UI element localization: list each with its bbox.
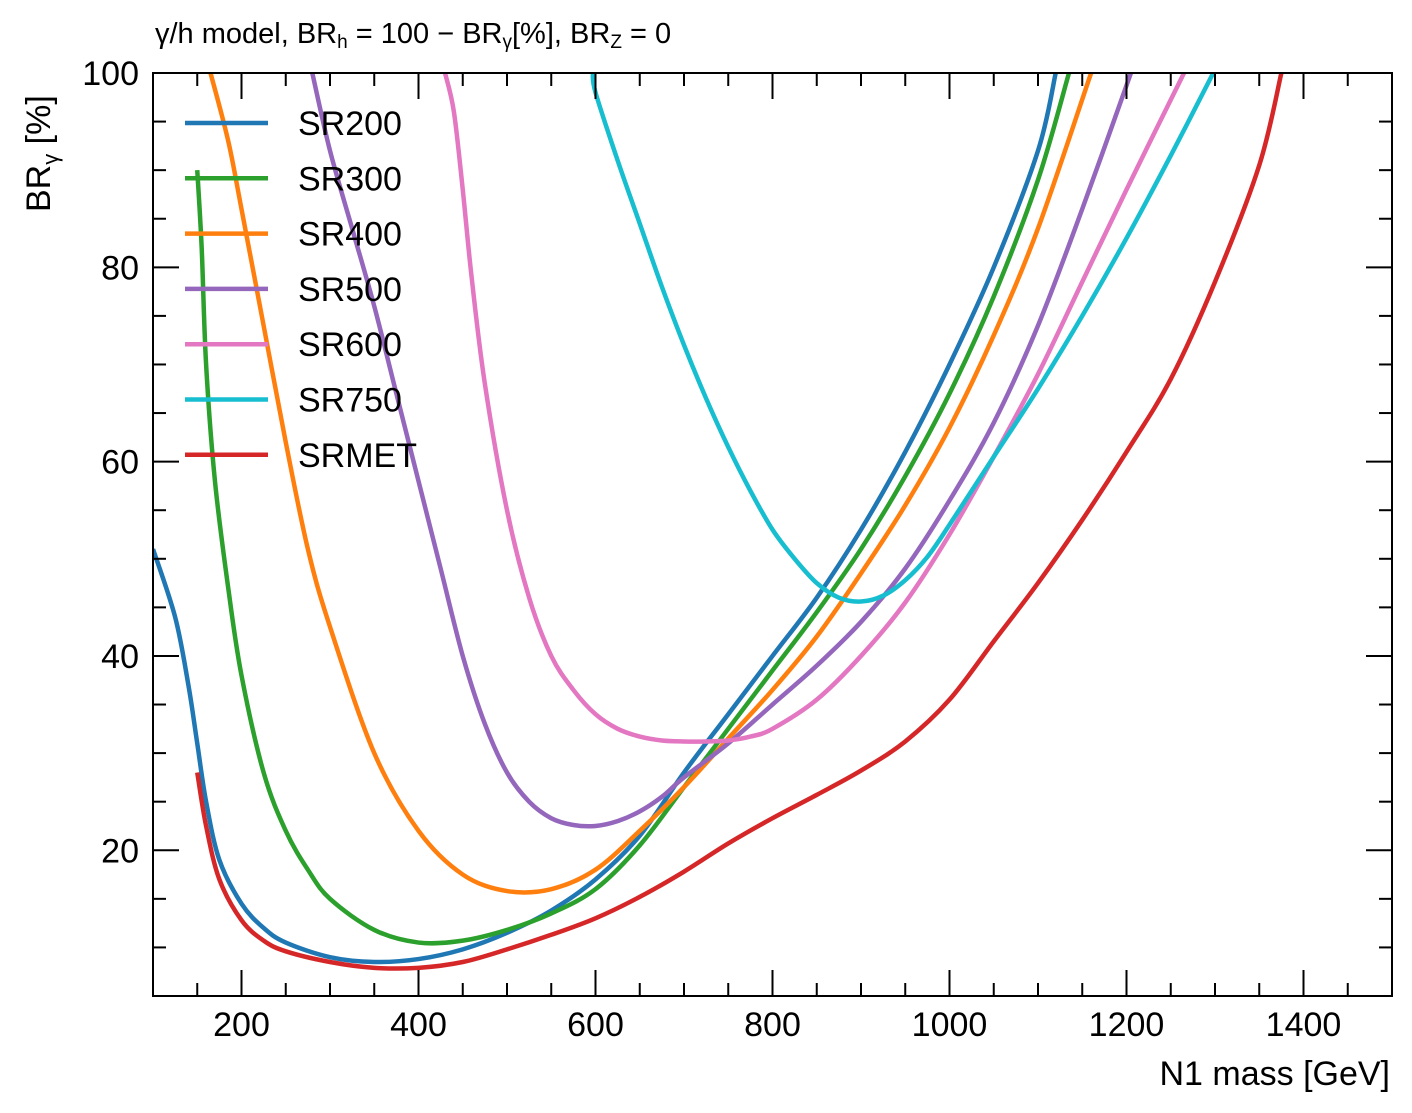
x-tick-label: 400 xyxy=(390,1006,447,1044)
y-tick-label: 40 xyxy=(101,638,139,676)
plot-frame xyxy=(152,72,1393,997)
legend-label: SRMET xyxy=(298,437,417,475)
x-tick-label: 1000 xyxy=(912,1006,988,1044)
y-tick-label: 20 xyxy=(101,832,139,870)
legend-label: SR300 xyxy=(298,160,402,198)
series-line-sr300 xyxy=(195,73,1072,946)
ticks-layer: 200 400 600 800 1000 1200 1400 20 40 60 80 100 xyxy=(82,55,1392,1044)
x-tick-label: 800 xyxy=(744,1006,801,1044)
x-tick-label: 1200 xyxy=(1089,1006,1165,1044)
legend-label: SR500 xyxy=(298,271,402,309)
y-axis-label: BRγ [%] xyxy=(20,95,63,212)
legend-label: SR200 xyxy=(298,105,402,143)
legend-label: SR400 xyxy=(298,216,402,254)
legend-label: SR750 xyxy=(298,382,402,420)
series-line-sr400 xyxy=(208,73,1094,895)
legend: SR200 SR300 SR400 SR500 SR600 SR750 SRMET xyxy=(185,105,417,475)
legend-label: SR600 xyxy=(298,326,402,364)
x-tick-label: 200 xyxy=(213,1006,270,1044)
x-tick-label: 1400 xyxy=(1266,1006,1342,1044)
series-line-sr500 xyxy=(310,73,1134,829)
x-tick-label: 600 xyxy=(567,1006,624,1044)
chart-title: γ/h model, BRh = 100 − BRγ[%], BRZ = 0 xyxy=(155,18,672,53)
series-line-sr750 xyxy=(590,73,1216,604)
x-axis-label: N1 mass [GeV] xyxy=(1159,1055,1390,1093)
series-line-srmet xyxy=(195,73,1284,971)
y-tick-label: 80 xyxy=(101,249,139,287)
y-tick-label: 60 xyxy=(101,444,139,482)
y-tick-label: 100 xyxy=(82,55,139,93)
series-line-sr200 xyxy=(153,73,1058,965)
series-layer xyxy=(153,73,1284,971)
